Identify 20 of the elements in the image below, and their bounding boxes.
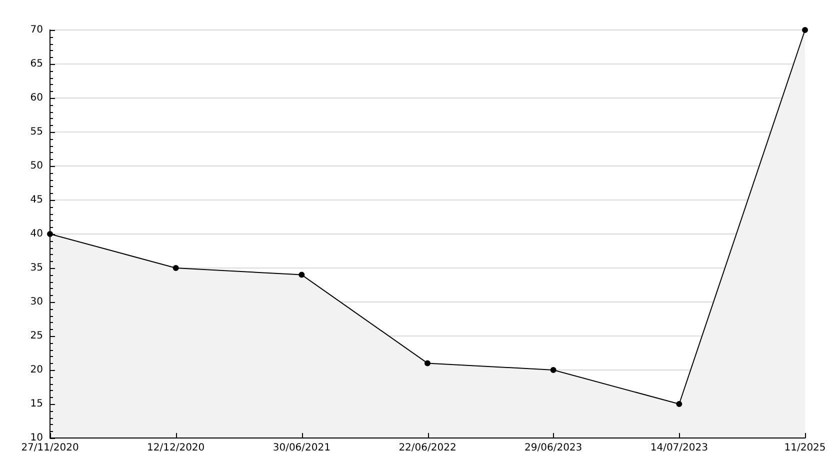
- x-tick-label: 30/06/2021: [272, 442, 330, 454]
- y-tick-label: 40: [30, 228, 43, 240]
- y-tick-label: 70: [30, 24, 43, 36]
- y-tick-label: 35: [30, 262, 43, 274]
- y-tick-label: 15: [30, 398, 43, 410]
- x-tick-label: 11/2025: [784, 442, 826, 454]
- y-tick-label: 30: [30, 296, 43, 308]
- x-tick-label: 27/11/2020: [21, 442, 79, 454]
- x-tick-label: 12/12/2020: [147, 442, 205, 454]
- y-tick-label: 10: [30, 432, 43, 444]
- x-tick-label: 14/07/2023: [650, 442, 708, 454]
- y-tick-label: 20: [30, 364, 43, 376]
- y-tick-label: 50: [30, 160, 43, 172]
- y-tick-label: 65: [30, 58, 43, 70]
- x-tick-label: 29/06/2023: [524, 442, 582, 454]
- y-tick-label: 25: [30, 330, 43, 342]
- y-tick-label: 60: [30, 92, 43, 104]
- y-tick-label: 55: [30, 126, 43, 138]
- x-tick-label: 22/06/2022: [398, 442, 456, 454]
- y-tick-label: 45: [30, 194, 43, 206]
